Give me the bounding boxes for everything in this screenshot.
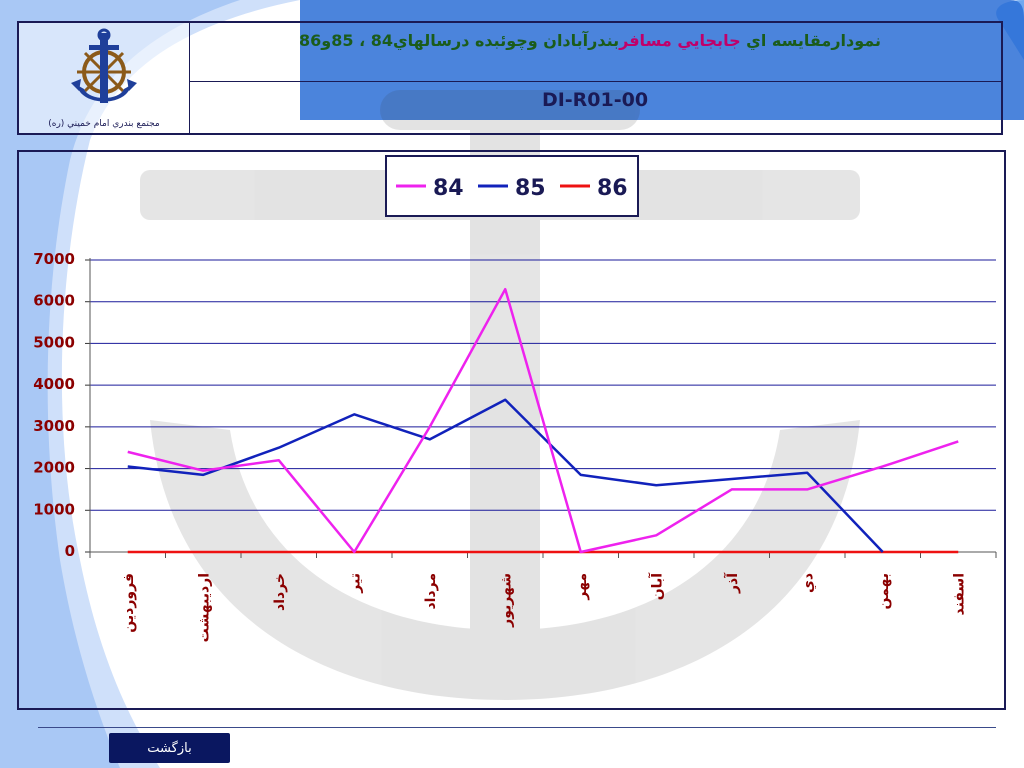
organization-name: مجتمع بندري امام خميني (ره)	[48, 119, 160, 129]
x-tick-label-6: مهر	[574, 573, 590, 601]
document-code: DI-R01-00	[541, 89, 649, 111]
title-part-2: بندرآبادان وچوئبده درسالهاي84 ، 85و86	[299, 31, 620, 50]
legend-box	[385, 155, 639, 217]
x-tick-label-9: دي	[800, 573, 817, 593]
y-tick-label-3000: 3000	[33, 417, 75, 435]
title-highlight: جابجايي مسافر	[619, 31, 741, 50]
x-tick-label-10: بهمن	[876, 573, 892, 609]
x-tick-label-8: آذر	[723, 572, 741, 594]
x-tick-label-7: آبان	[647, 572, 665, 600]
x-tick-label-3: تير	[347, 573, 363, 594]
page-title: نمودارمقايسه اي جابجايي مسافربندرآبادان …	[299, 31, 881, 50]
series-line-85	[127, 398, 884, 553]
y-tick-label-5000: 5000	[33, 333, 75, 351]
x-tick-label-2: خرداد	[272, 573, 288, 611]
header-table: مجتمع بندري امام خميني (ره) نمودارمقايسه…	[17, 21, 1003, 135]
y-tick-label-0: 0	[65, 542, 75, 560]
y-tick-label-7000: 7000	[33, 250, 75, 268]
series-line-84	[127, 287, 959, 554]
x-tick-label-5: شهريور	[498, 573, 514, 628]
chart-frame: 0 1000 2000 3000 4000 5000 6000 7000 فروردين اردي…	[17, 150, 1006, 710]
y-tick-label-1000: 1000	[33, 500, 75, 518]
title-row: نمودارمقايسه اي جابجايي مسافربندرآبادان …	[189, 23, 1001, 82]
y-tick-label-2000: 2000	[33, 459, 75, 477]
x-tick-label-1: ارديبهشت	[196, 573, 212, 642]
back-button[interactable]: بازگشت	[109, 733, 230, 763]
legend-label-86: 86	[597, 176, 628, 201]
logo-cell: مجتمع بندري امام خميني (ره)	[19, 23, 190, 133]
legend-label-85: 85	[515, 176, 546, 201]
y-tick-label-6000: 6000	[33, 292, 75, 310]
footer-divider	[38, 727, 996, 728]
x-tick-label-11: اسفند	[951, 573, 967, 615]
legend-label-84: 84	[433, 176, 464, 201]
x-tick-label-4: مرداد	[423, 573, 439, 610]
anchor-logo-icon	[71, 28, 137, 103]
title-part-1: نمودارمقايسه اي	[740, 31, 881, 50]
x-tick-label-0: فروردين	[121, 573, 137, 633]
y-tick-label-4000: 4000	[33, 375, 75, 393]
line-chart: 0 1000 2000 3000 4000 5000 6000 7000 فروردين اردي…	[33, 155, 997, 642]
